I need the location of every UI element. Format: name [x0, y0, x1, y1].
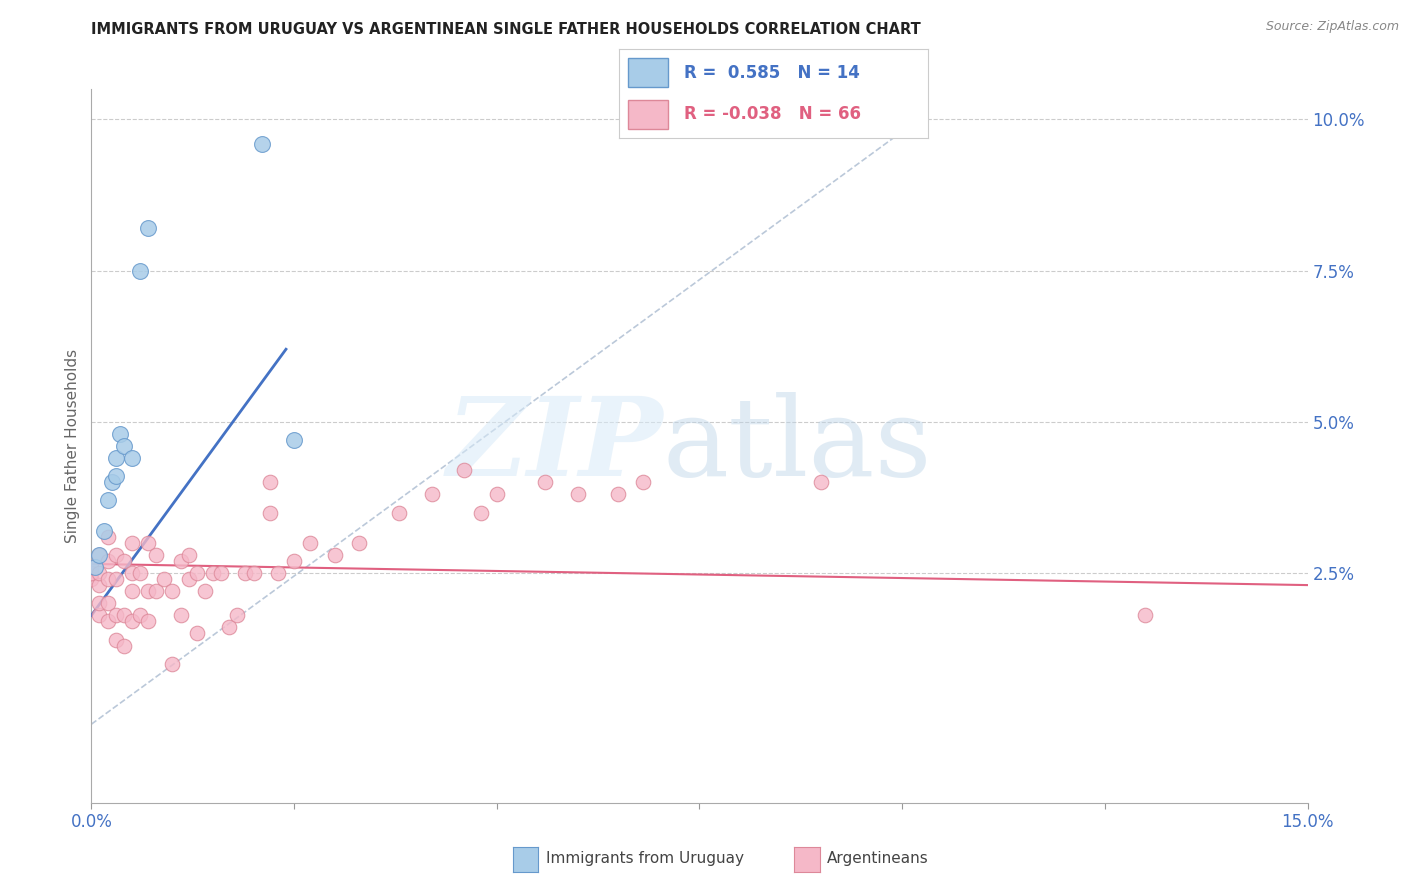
- Point: [162, 584, 184, 599]
- Point: [136, 584, 159, 599]
- Point: [235, 566, 257, 580]
- Point: [121, 566, 143, 580]
- Point: [323, 548, 346, 562]
- Text: IMMIGRANTS FROM URUGUAY VS ARGENTINEAN SINGLE FATHER HOUSEHOLDS CORRELATION CHAR: IMMIGRANTS FROM URUGUAY VS ARGENTINEAN S…: [91, 22, 921, 37]
- Point: [89, 548, 111, 562]
- Text: Argentineans: Argentineans: [827, 851, 928, 865]
- Point: [145, 548, 167, 562]
- Point: [226, 608, 249, 623]
- Point: [112, 639, 135, 653]
- Text: R = -0.038   N = 66: R = -0.038 N = 66: [683, 104, 860, 123]
- Point: [202, 566, 225, 580]
- Point: [567, 487, 589, 501]
- Point: [112, 554, 135, 568]
- Point: [97, 493, 120, 508]
- Point: [97, 572, 120, 586]
- Point: [388, 506, 411, 520]
- Point: [242, 566, 264, 580]
- Point: [534, 475, 557, 490]
- Point: [186, 626, 208, 640]
- Point: [100, 475, 122, 490]
- Text: atlas: atlas: [664, 392, 932, 500]
- Point: [121, 535, 143, 549]
- Point: [145, 584, 167, 599]
- Point: [186, 566, 208, 580]
- Point: [153, 572, 176, 586]
- Point: [209, 566, 232, 580]
- Point: [89, 596, 111, 610]
- Point: [129, 608, 152, 623]
- Point: [453, 463, 475, 477]
- Point: [470, 506, 492, 520]
- Point: [347, 535, 370, 549]
- Text: Source: ZipAtlas.com: Source: ZipAtlas.com: [1265, 20, 1399, 33]
- Point: [80, 572, 103, 586]
- Point: [283, 433, 305, 447]
- Point: [104, 451, 127, 466]
- Text: ZIP: ZIP: [446, 392, 664, 500]
- Point: [129, 566, 152, 580]
- Point: [136, 221, 159, 235]
- Point: [194, 584, 217, 599]
- Point: [121, 451, 143, 466]
- Point: [169, 608, 191, 623]
- Point: [104, 548, 127, 562]
- Point: [177, 572, 200, 586]
- Point: [97, 530, 120, 544]
- FancyBboxPatch shape: [628, 58, 668, 87]
- Point: [299, 535, 322, 549]
- Point: [104, 608, 127, 623]
- Point: [97, 554, 120, 568]
- Point: [112, 608, 135, 623]
- Point: [136, 535, 159, 549]
- Point: [420, 487, 443, 501]
- Point: [177, 548, 200, 562]
- Point: [121, 615, 143, 629]
- Point: [89, 608, 111, 623]
- Point: [259, 506, 281, 520]
- Point: [121, 584, 143, 599]
- Point: [104, 632, 127, 647]
- Point: [218, 620, 240, 634]
- Point: [80, 560, 103, 574]
- Point: [97, 596, 120, 610]
- Text: Immigrants from Uruguay: Immigrants from Uruguay: [546, 851, 744, 865]
- Point: [485, 487, 508, 501]
- Point: [108, 426, 131, 441]
- Point: [89, 578, 111, 592]
- Y-axis label: Single Father Households: Single Father Households: [65, 349, 80, 543]
- Point: [104, 469, 127, 483]
- Point: [129, 263, 152, 277]
- Point: [631, 475, 654, 490]
- Point: [104, 572, 127, 586]
- Point: [267, 566, 290, 580]
- Point: [89, 548, 111, 562]
- Point: [136, 615, 159, 629]
- Point: [283, 554, 305, 568]
- Point: [97, 615, 120, 629]
- Point: [169, 554, 191, 568]
- FancyBboxPatch shape: [628, 100, 668, 129]
- Point: [1135, 608, 1157, 623]
- Point: [84, 560, 107, 574]
- Point: [80, 566, 103, 580]
- Point: [162, 657, 184, 671]
- Point: [259, 475, 281, 490]
- Point: [112, 439, 135, 453]
- Point: [80, 566, 103, 580]
- Point: [607, 487, 630, 501]
- Point: [810, 475, 832, 490]
- Point: [89, 566, 111, 580]
- Text: R =  0.585   N = 14: R = 0.585 N = 14: [683, 63, 859, 82]
- Point: [93, 524, 115, 538]
- Point: [250, 136, 273, 151]
